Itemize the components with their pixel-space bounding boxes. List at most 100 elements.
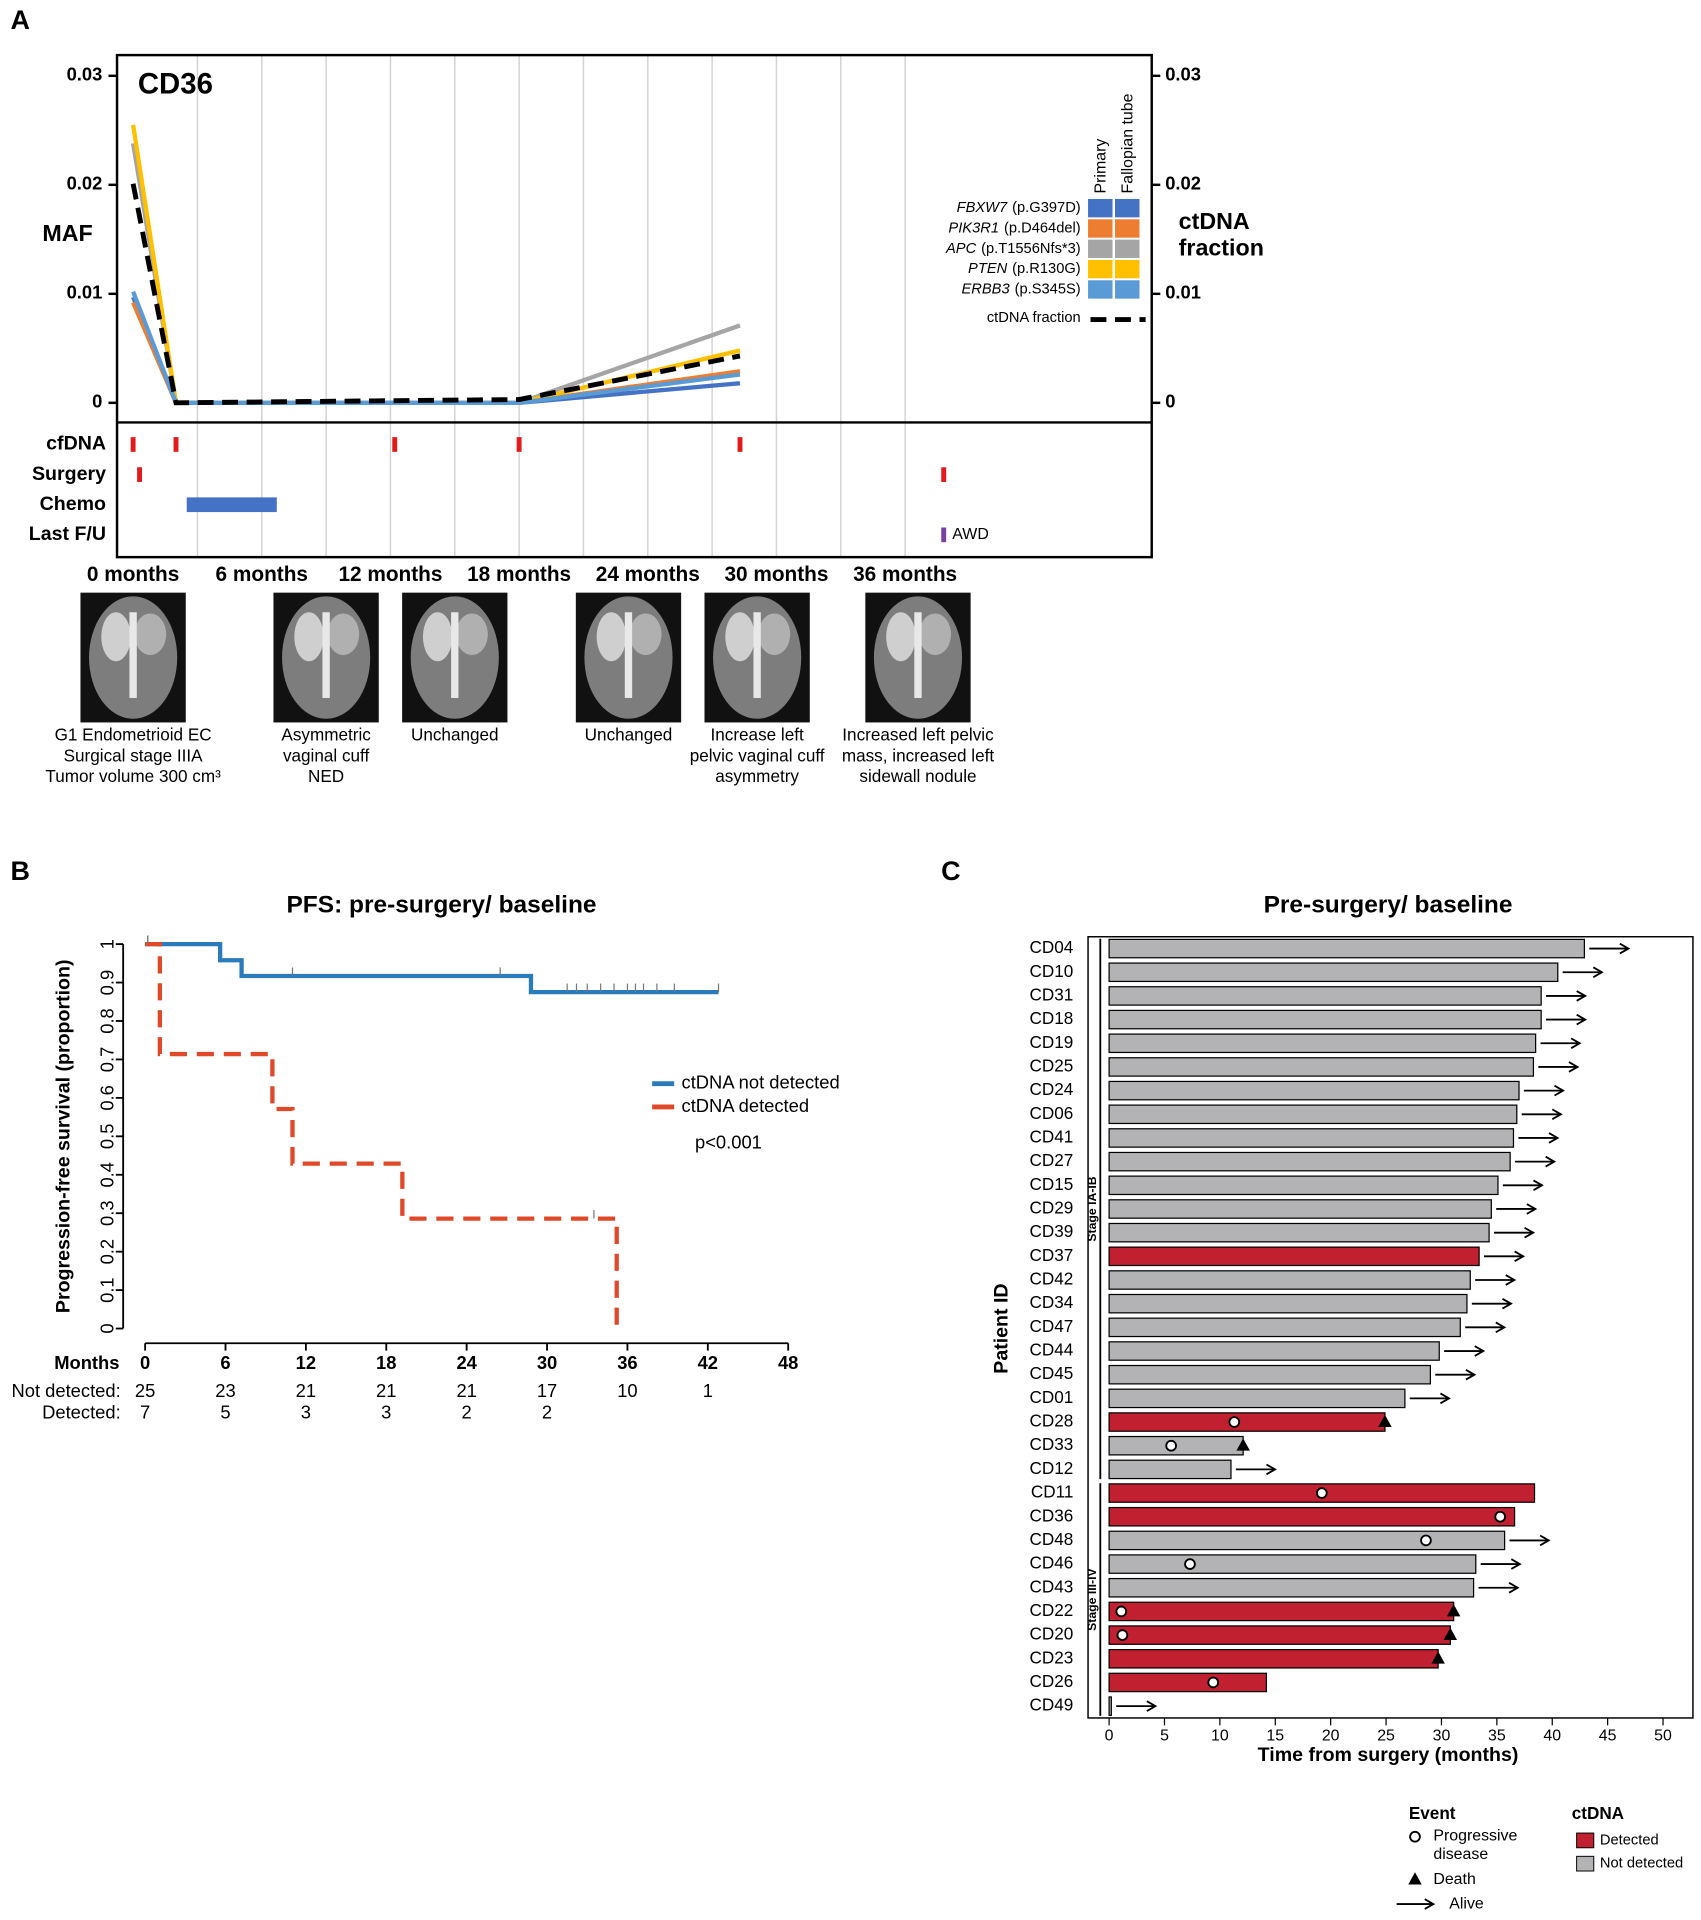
- risk-count: 2: [462, 1402, 472, 1423]
- x-tick-label: 10: [1211, 1728, 1229, 1745]
- track-event: [137, 467, 142, 482]
- image-caption: Increase left: [710, 724, 804, 744]
- x-tick-label: 30 months: [724, 563, 828, 586]
- ct-organ: [758, 613, 791, 656]
- ct-organ: [294, 612, 324, 662]
- arrow-head: [1570, 1037, 1582, 1049]
- y-tick-label: CD49: [1030, 1695, 1074, 1715]
- image-caption: sidewall nodule: [859, 766, 976, 786]
- y-tick-label: CD29: [1030, 1198, 1074, 1218]
- alive-arrow: [1235, 1463, 1277, 1476]
- gene-name: PIK3R1: [948, 220, 999, 236]
- bar: [1108, 1459, 1232, 1480]
- panel-label: B: [11, 856, 30, 886]
- alive-arrow: [1540, 1037, 1582, 1049]
- group-label: Stage IA-IB: [1085, 1176, 1099, 1241]
- death-marker: [1443, 1627, 1458, 1640]
- series-line: [131, 290, 741, 405]
- y-tick-label: CD18: [1030, 1008, 1074, 1028]
- text-line: Progressive: [1433, 1828, 1521, 1845]
- series-line: [130, 183, 741, 406]
- variant: (p.R130G): [1012, 261, 1081, 277]
- y-tick-label: 0.4: [96, 1162, 117, 1188]
- ct-image: [575, 592, 682, 723]
- alive-arrow: [1523, 1084, 1565, 1097]
- ct-organ: [101, 612, 131, 662]
- ct-spine: [914, 612, 922, 698]
- x-tick-label: 30: [537, 1352, 557, 1373]
- variant: (p.T1556Nfs*3): [981, 241, 1081, 257]
- risk-row-label: Detected:: [42, 1402, 121, 1423]
- y-tick-label: CD36: [1030, 1505, 1074, 1525]
- arrow-head: [1576, 990, 1588, 1002]
- x-tick-label: 12: [296, 1352, 316, 1373]
- y-tick-label: CD33: [1030, 1434, 1074, 1454]
- x-tick-label: 18 months: [467, 563, 571, 586]
- y-tick-label: CD10: [1030, 961, 1074, 981]
- arrow-head: [1539, 1534, 1551, 1547]
- arrow-head: [1508, 1582, 1520, 1594]
- image-caption: vaginal cuff: [283, 745, 370, 765]
- y-tick-label: CD26: [1030, 1671, 1074, 1691]
- legend-swatch: [1114, 259, 1140, 279]
- ct-spine: [129, 612, 137, 698]
- arrow-head: [1524, 1226, 1536, 1239]
- legend-title: ctDNA: [1572, 1803, 1624, 1823]
- y-tick-label: CD28: [1030, 1411, 1074, 1431]
- bar: [1108, 1696, 1112, 1716]
- y-tick-label: CD34: [1030, 1292, 1074, 1312]
- progression-marker: [1116, 1629, 1129, 1641]
- x-tick-label: 5: [1160, 1728, 1169, 1745]
- track-label: Surgery: [32, 463, 106, 485]
- x-tick-label: 50: [1654, 1728, 1672, 1745]
- legend-swatch: [1088, 239, 1113, 258]
- alive-arrow: [1480, 1558, 1522, 1570]
- chart-title: CD36: [138, 67, 213, 100]
- group-label: Stage III-IV: [1085, 1567, 1099, 1630]
- death-marker: [1378, 1414, 1392, 1427]
- y-tick-label: CD15: [1030, 1174, 1074, 1194]
- bar: [1108, 1151, 1511, 1172]
- image-caption: pelvic vaginal cuff: [690, 745, 825, 765]
- plot-frame: [1087, 935, 1694, 1719]
- bar: [1108, 1554, 1477, 1574]
- x-tick-label: 36 months: [853, 563, 957, 586]
- arrow-head: [1545, 1155, 1557, 1168]
- ct-spine: [451, 612, 459, 698]
- alive-arrow: [1444, 1345, 1486, 1357]
- ct-organ: [886, 612, 916, 662]
- x-tick-label: 24 months: [596, 563, 700, 586]
- bar: [1108, 1577, 1475, 1598]
- x-tick-label: 40: [1543, 1728, 1561, 1745]
- x-tick-label: 0 months: [87, 563, 179, 586]
- x-tick-label: 20: [1322, 1728, 1340, 1745]
- y-tick-label: CD19: [1030, 1032, 1074, 1052]
- arrow-head: [1146, 1700, 1158, 1712]
- track-event: [392, 437, 398, 452]
- progression-marker: [1207, 1676, 1220, 1689]
- progression-marker: [1409, 1830, 1421, 1843]
- chart-title: PFS: pre-surgery/ baseline: [286, 892, 596, 919]
- bar: [1108, 1672, 1268, 1693]
- x-tick-label: 18: [376, 1352, 396, 1373]
- y-tick-label: 0.5: [96, 1124, 117, 1150]
- series-line: [131, 143, 741, 405]
- legend-label: PIK3R1 (p.D464del): [948, 220, 1080, 236]
- bar: [1108, 1364, 1431, 1385]
- alive-arrow: [1493, 1226, 1536, 1239]
- y-tick-label: 1: [96, 939, 117, 949]
- track-event: [941, 527, 947, 543]
- bar: [1108, 1317, 1461, 1338]
- bar: [1108, 1057, 1535, 1077]
- x-tick-label: 0: [1105, 1728, 1114, 1745]
- y-tick-label: 0.3: [96, 1200, 117, 1226]
- image-caption: Unchanged: [585, 724, 673, 744]
- y-tick-label: 0: [96, 1323, 117, 1333]
- bar: [1108, 938, 1585, 959]
- bar: [1108, 1412, 1386, 1432]
- x-tick-label: 35: [1488, 1728, 1506, 1745]
- y-tick-label: 0.01: [67, 282, 103, 303]
- bar: [1108, 1601, 1455, 1622]
